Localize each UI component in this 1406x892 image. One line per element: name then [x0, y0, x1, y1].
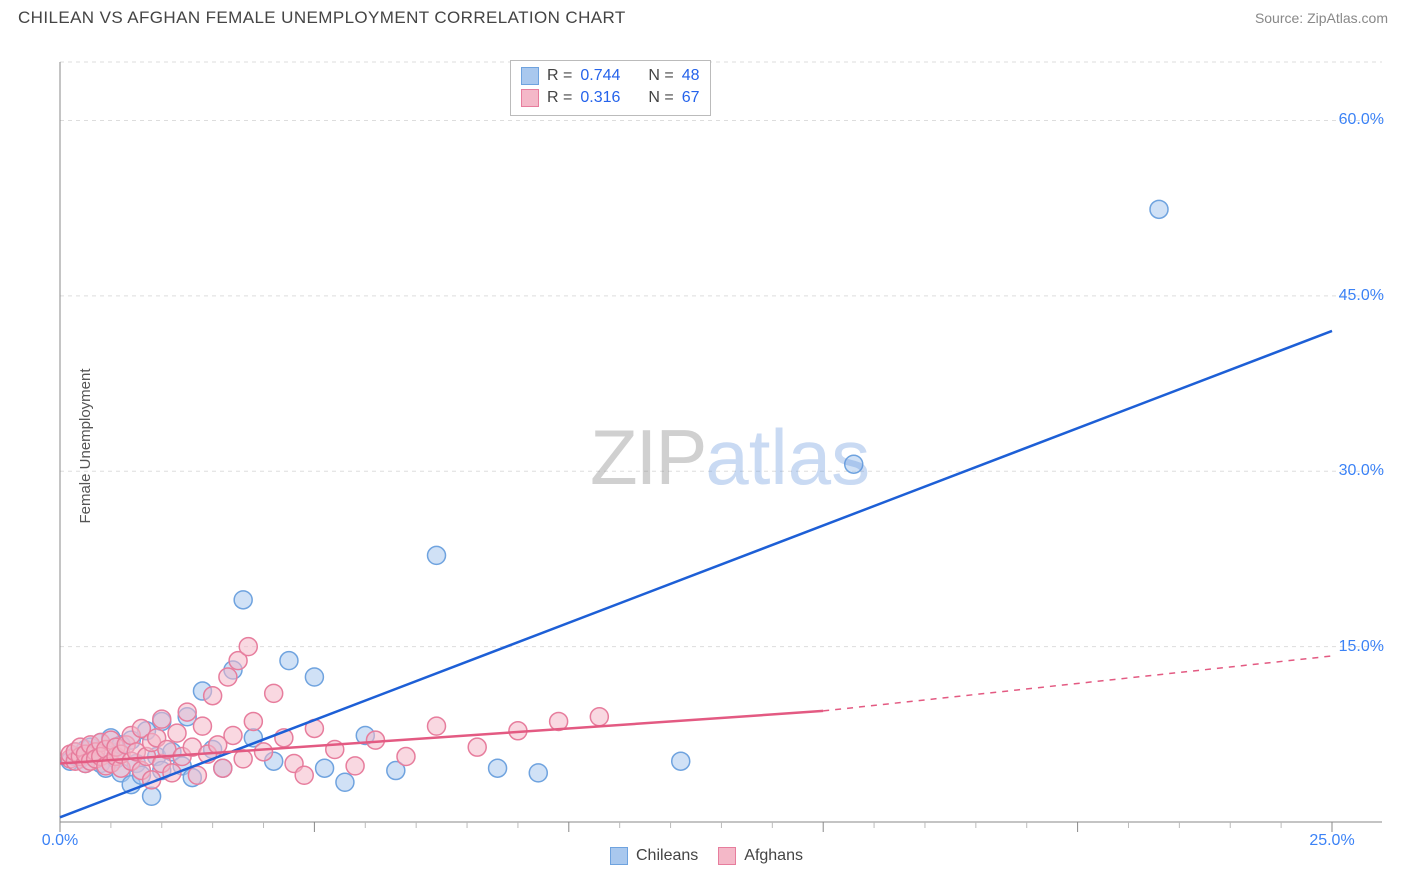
legend-swatch [718, 847, 736, 865]
legend-swatch [610, 847, 628, 865]
plot-area: ZIPatlas R =0.744N =48R =0.316N =67 Chil… [50, 52, 1390, 862]
y-tick-label: 45.0% [1339, 287, 1384, 305]
y-tick-label: 30.0% [1339, 462, 1384, 480]
stat-n-label: N = [648, 89, 673, 107]
stat-r-label: R = [547, 67, 572, 85]
stats-legend-box: R = 0.744 N = 48 R = 0.316 N = 67 [510, 60, 711, 116]
legend-swatch [521, 67, 539, 85]
stat-n-value: 67 [682, 89, 700, 107]
legend-label: Chileans [636, 847, 698, 865]
stats-row: R = 0.744 N = 48 [521, 65, 700, 87]
y-tick-label: 60.0% [1339, 111, 1384, 129]
bottom-legend: Chileans Afghans [610, 847, 803, 865]
source-text: Source: ZipAtlas.com [1255, 10, 1388, 26]
stat-r-value: 0.744 [580, 67, 620, 85]
stat-r-label: R = [547, 89, 572, 107]
legend-swatch [521, 89, 539, 107]
stat-r-value: 0.316 [580, 89, 620, 107]
chart-title: CHILEAN VS AFGHAN FEMALE UNEMPLOYMENT CO… [18, 8, 626, 28]
legend-item: Afghans [718, 847, 803, 865]
legend-label: Afghans [744, 847, 803, 865]
y-tick-label: 15.0% [1339, 638, 1384, 656]
stats-row: R = 0.316 N = 67 [521, 87, 700, 109]
legend-item: Chileans [610, 847, 698, 865]
stat-n-value: 48 [682, 67, 700, 85]
x-tick-label: 0.0% [42, 832, 78, 850]
chart-svg [50, 52, 1390, 862]
x-tick-label: 25.0% [1309, 832, 1354, 850]
stat-n-label: N = [648, 67, 673, 85]
